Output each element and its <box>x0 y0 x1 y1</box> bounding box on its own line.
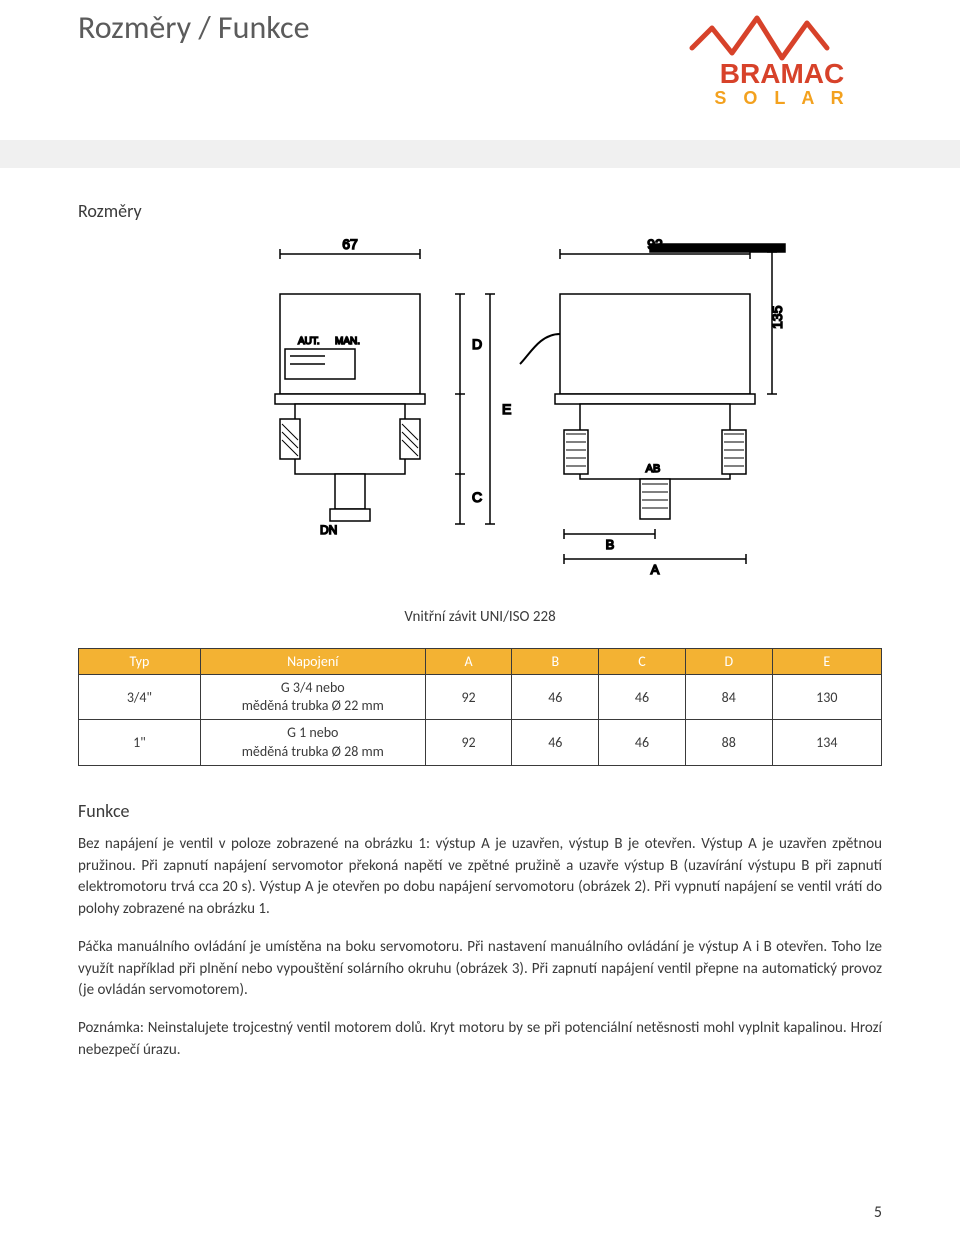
col-napojeni: Napojení <box>200 649 425 675</box>
cell-d: 84 <box>685 675 772 720</box>
conn-l2: měděná trubka Ø 28 mm <box>242 743 384 760</box>
diagram-caption: Vnitřní závit UNI/ISO 228 <box>78 608 882 626</box>
table-header-row: Typ Napojení A B C D E <box>79 649 882 675</box>
dimensions-table: Typ Napojení A B C D E 3/4" G 3/4 nebo m… <box>78 648 882 766</box>
cell-d: 88 <box>685 720 772 765</box>
cell-a: 92 <box>425 720 512 765</box>
logo-sub-text: S O L A R <box>714 88 849 108</box>
cell-c: 46 <box>599 720 686 765</box>
rozmery-heading: Rozměry <box>78 200 882 222</box>
logo-zigzag-icon <box>692 18 827 58</box>
svg-text:AUT.: AUT. <box>298 336 320 347</box>
col-d: D <box>685 649 772 675</box>
svg-text:B: B <box>606 537 615 552</box>
funkce-p2: Páčka manuálního ovládání je umístěna na… <box>78 937 882 1002</box>
cell-conn: G 1 nebo měděná trubka Ø 28 mm <box>200 720 425 765</box>
cell-typ: 3/4" <box>79 675 201 720</box>
conn-l2: měděná trubka Ø 22 mm <box>242 697 384 714</box>
cell-typ: 1" <box>79 720 201 765</box>
cell-e: 130 <box>772 675 881 720</box>
cell-b: 46 <box>512 720 599 765</box>
conn-l1: G 1 nebo <box>287 724 338 741</box>
svg-text:E: E <box>502 401 511 417</box>
svg-text:D: D <box>472 336 482 352</box>
technical-diagram: 67 AUT. MAN. DN <box>160 234 800 594</box>
svg-text:MAN.: MAN. <box>335 336 360 347</box>
svg-text:C: C <box>472 489 482 505</box>
col-e: E <box>772 649 881 675</box>
col-a: A <box>425 649 512 675</box>
svg-text:135: 135 <box>769 305 785 329</box>
table-row: 1" G 1 nebo měděná trubka Ø 28 mm 92 46 … <box>79 720 882 765</box>
cell-conn: G 3/4 nebo měděná trubka Ø 22 mm <box>200 675 425 720</box>
col-b: B <box>512 649 599 675</box>
funkce-heading: Funkce <box>78 800 882 822</box>
svg-text:67: 67 <box>342 236 358 252</box>
brand-logo: BRAMAC S O L A R <box>682 8 882 113</box>
svg-text:A: A <box>651 562 660 577</box>
cell-a: 92 <box>425 675 512 720</box>
header-band <box>0 140 960 168</box>
cell-b: 46 <box>512 675 599 720</box>
cell-c: 46 <box>599 675 686 720</box>
funkce-p1: Bez napájení je ventil v poloze zobrazen… <box>78 834 882 921</box>
col-c: C <box>599 649 686 675</box>
cell-e: 134 <box>772 720 881 765</box>
funkce-p3: Poznámka: Neinstalujete trojcestný venti… <box>78 1018 882 1062</box>
logo-brand-text: BRAMAC <box>720 58 844 89</box>
page-number: 5 <box>874 1203 882 1222</box>
svg-text:AB: AB <box>646 463 661 475</box>
col-typ: Typ <box>79 649 201 675</box>
page-title: Rozměry / Funkce <box>78 8 310 47</box>
svg-text:DN: DN <box>320 523 337 537</box>
table-row: 3/4" G 3/4 nebo měděná trubka Ø 22 mm 92… <box>79 675 882 720</box>
conn-l1: G 3/4 nebo <box>281 679 345 696</box>
